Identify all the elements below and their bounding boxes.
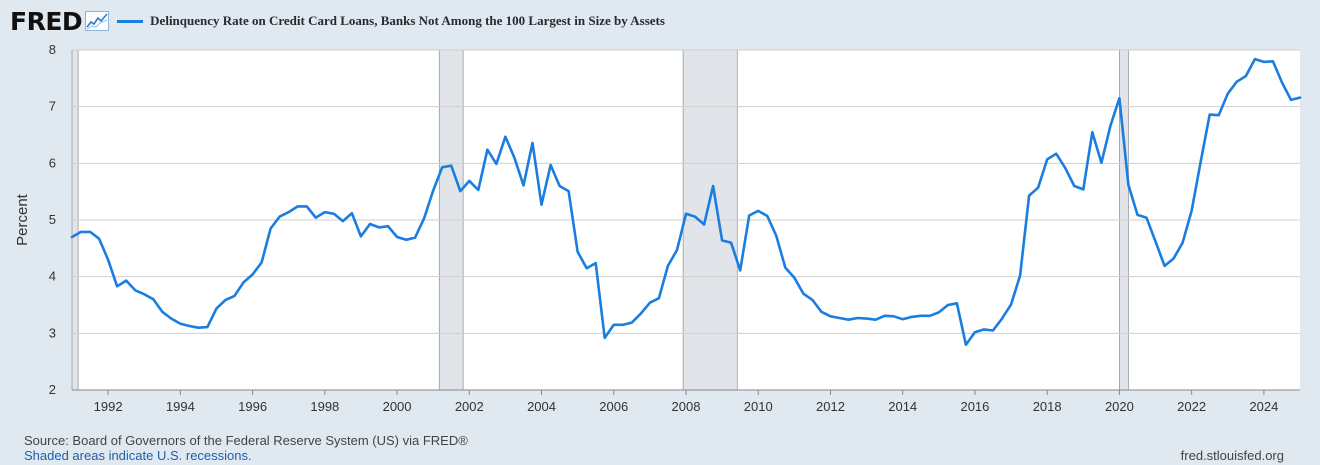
graph-logo-icon — [85, 11, 110, 31]
y-tick-label: 4 — [49, 269, 56, 284]
y-tick-label: 7 — [49, 99, 56, 114]
x-tick-label: 2000 — [383, 399, 412, 414]
x-tick-label: 2022 — [1177, 399, 1206, 414]
y-tick-label: 5 — [49, 212, 56, 227]
y-tick-label: 6 — [49, 155, 56, 170]
x-tick-label: 2016 — [960, 399, 989, 414]
y-tick-label: 2 — [49, 382, 56, 397]
x-tick-label: 2014 — [888, 399, 917, 414]
legend-swatch — [117, 19, 144, 23]
axis-ticks: 2 3 4 5 6 7 8 1992 1994 1996 1998 2000 2002 2004 2006 2… — [49, 42, 1300, 414]
x-tick-label: 2002 — [455, 399, 484, 414]
recession-note[interactable]: Shaded areas indicate U.S. recessions. — [24, 448, 252, 463]
series-line-1 — [70, 57, 1302, 347]
x-tick-label: 2012 — [816, 399, 845, 414]
y-tick-label: 8 — [49, 42, 56, 57]
x-tick-label: 1998 — [310, 399, 339, 414]
source-note: Source: Board of Governors of the Federa… — [24, 433, 468, 448]
x-tick-label: 2024 — [1249, 399, 1278, 414]
series-layer — [70, 57, 1302, 347]
fred-logo[interactable]: FRED — [10, 6, 83, 36]
x-tick-label: 2018 — [1033, 399, 1062, 414]
x-tick-label: 2008 — [672, 399, 701, 414]
x-tick-label: 2010 — [744, 399, 773, 414]
x-tick-label: 1992 — [94, 399, 123, 414]
chart-header: FRED Delinquency Rate on Credit Card Loa… — [10, 6, 665, 36]
chart-title[interactable]: Delinquency Rate on Credit Card Loans, B… — [150, 13, 665, 28]
site-url[interactable]: fred.stlouisfed.org — [1180, 448, 1284, 463]
x-tick-label: 2006 — [599, 399, 628, 414]
x-tick-label: 1994 — [166, 399, 195, 414]
x-tick-label: 1996 — [238, 399, 267, 414]
y-tick-label: 3 — [49, 325, 56, 340]
x-tick-label: 2020 — [1105, 399, 1134, 414]
y-axis-title: Percent — [14, 193, 31, 246]
x-tick-label: 2004 — [527, 399, 556, 414]
